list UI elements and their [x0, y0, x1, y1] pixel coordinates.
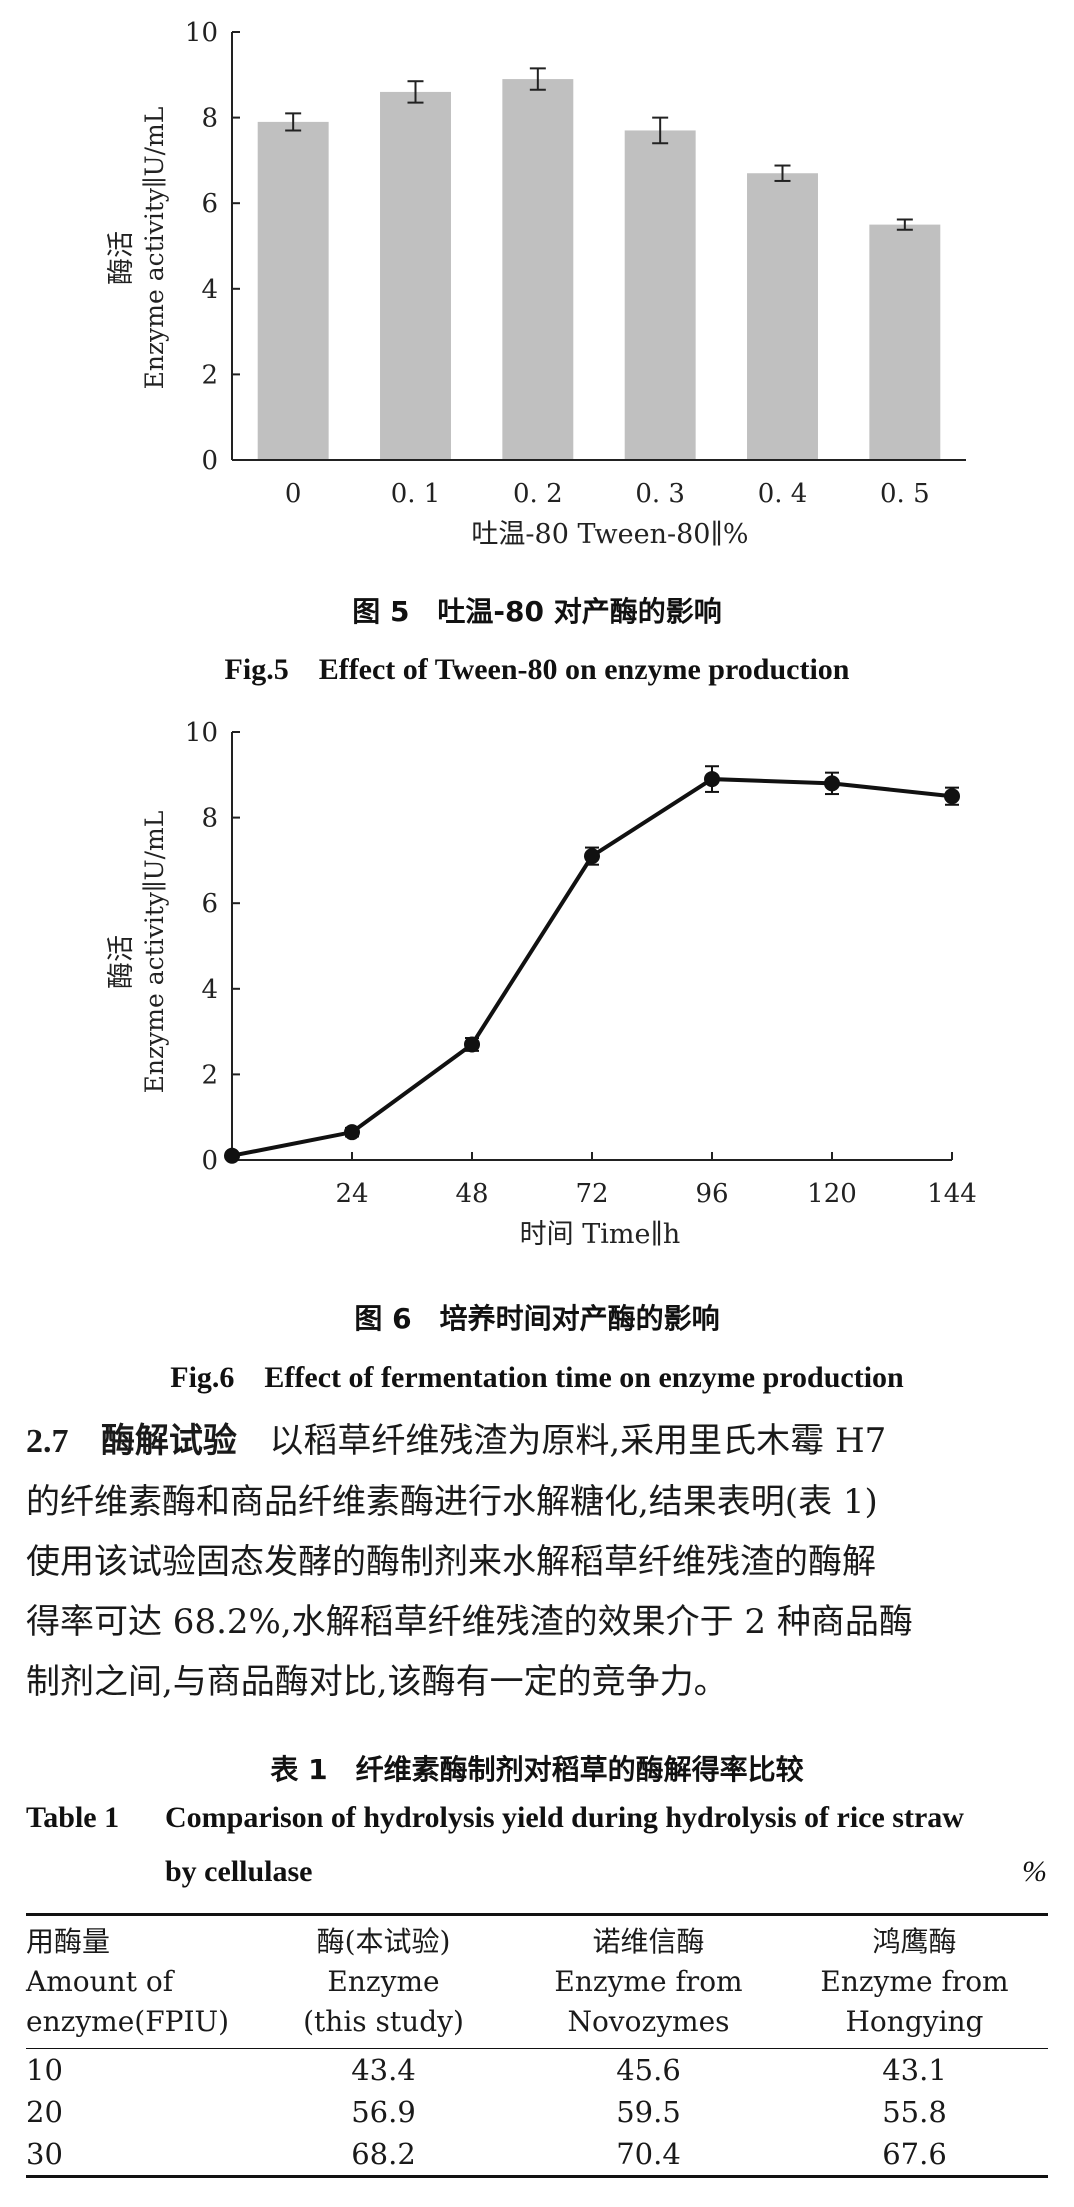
figure6-caption-en: Fig.6 Effect of fermentation time on enz… [170, 1361, 904, 1394]
x-tick-label: 0. 3 [635, 479, 685, 509]
table-header-en: Hongying [845, 2005, 984, 2038]
figure5-ylabel-cn: 酶活 [106, 231, 137, 285]
section-text-line: 使用该试验固态发酵的酶制剂来水解稻草纤维残渣的酶解 [26, 1542, 876, 1582]
y-tick-label: 6 [201, 889, 218, 919]
section-text-line: 以稻草纤维残渣为原料,采用里氏木霉 H7 [269, 1421, 887, 1461]
figure6-xlabel: 时间 Time∥h [520, 1219, 681, 1250]
table1: 用酶量 Amount of enzyme(FPIU) 酶(本试验) Enzyme… [26, 1913, 1048, 2178]
x-tick-label: 24 [335, 1179, 368, 1209]
bar [869, 224, 941, 460]
x-tick-label: 120 [807, 1179, 857, 1209]
data-point [584, 848, 600, 865]
table-row: 20 56.9 59.5 55.8 [26, 2091, 1048, 2133]
series-line [231, 777, 953, 1158]
data-point [464, 1036, 480, 1053]
figure5-caption-cn: 图 5 吐温-80 对产酶的影响 [352, 595, 722, 628]
table-header-en: Enzyme [327, 1965, 440, 1998]
table-header-cn: 诺维信酶 [592, 1925, 705, 1958]
table-header-cn: 用酶量 [26, 1925, 111, 1958]
table-cell: 56.9 [351, 2095, 416, 2129]
table-cell: 67.6 [882, 2137, 947, 2171]
figure6-ylabel-cn: 酶活 [106, 935, 137, 989]
table-header-cell: 用酶量 Amount of enzyme(FPIU) [26, 1915, 251, 2049]
table-cell: 10 [26, 2053, 63, 2087]
data-point [344, 1124, 360, 1141]
y-tick-label: 4 [201, 275, 218, 305]
y-tick-label: 2 [201, 360, 218, 390]
section-text-line: 得率可达 68.2%,水解稻草纤维残渣的效果介于 2 种商品酶 [26, 1602, 913, 1642]
table-cell: 59.5 [616, 2095, 681, 2129]
table1-caption-en: Table 1 [26, 1801, 119, 1835]
table-header-en: enzyme(FPIU) [26, 2005, 230, 2038]
x-tick-label: 0 [285, 479, 302, 509]
table-header-cell: 鸿鹰酶 Enzyme from Hongying [781, 1915, 1048, 2049]
bar [257, 121, 329, 460]
table-header-en: Enzyme from [820, 1965, 1009, 1998]
table-row: 30 68.2 70.4 67.6 [26, 2133, 1048, 2177]
bar [747, 173, 818, 461]
y-tick-label: 4 [201, 975, 218, 1005]
y-tick-label: 2 [201, 1060, 218, 1090]
table-header-cn: 鸿鹰酶 [872, 1925, 957, 1958]
data-point [224, 1147, 240, 1164]
y-tick-label: 10 [185, 718, 218, 748]
x-tick-label: 0. 4 [758, 479, 808, 509]
section-title: 酶解试验 [100, 1421, 237, 1461]
figure5-ylabel-en: Enzyme activity∥U/mL [140, 107, 169, 390]
x-tick-label: 144 [927, 1179, 977, 1209]
y-tick-label: 10 [185, 18, 218, 48]
figure5-xlabel: 吐温-80 Tween-80∥% [471, 519, 748, 550]
x-tick-label: 48 [455, 1179, 488, 1209]
table-header-en: (this study) [303, 2005, 464, 2038]
bar [624, 130, 696, 460]
table1-unit: % [1022, 1855, 1047, 1888]
table1-caption-line2: by cellulase [165, 1855, 313, 1888]
table-header-cell: 酶(本试验) Enzyme (this study) [251, 1915, 516, 2049]
table-header-en: Amount of [26, 1965, 174, 1998]
table-header-en: Enzyme from [554, 1965, 743, 1998]
x-tick-label: 0. 5 [880, 479, 930, 509]
table-cell: 43.1 [882, 2053, 947, 2087]
table-cell: 68.2 [351, 2137, 416, 2171]
table-header-row: 用酶量 Amount of enzyme(FPIU) 酶(本试验) Enzyme… [26, 1915, 1048, 2049]
figure5-chart: 0 2 4 6 8 10 0 0. 1 0. 2 0. 3 0. 4 0. 5 酶活 Enzyme a… [106, 18, 966, 550]
table1-caption-cn: 表 1 纤维素酶制剂对稻草的酶解得率比较 [270, 1753, 804, 1786]
x-tick-label: 72 [575, 1179, 608, 1209]
bar [502, 79, 574, 460]
y-tick-label: 8 [201, 104, 218, 134]
x-tick-label: 96 [695, 1179, 728, 1209]
x-tick-label: 0. 2 [513, 479, 563, 509]
bar [380, 91, 451, 461]
y-tick-label: 0 [201, 1146, 218, 1176]
section-line-1: 2.7 酶解试验 以稻草纤维残渣为原料,采用里氏木霉 H7 [26, 1411, 1052, 1472]
figure6-ylabel-en: Enzyme activity∥U/mL [140, 811, 169, 1094]
data-point [944, 788, 960, 805]
section-text-line: 的纤维素酶和商品纤维素酶进行水解糖化,结果表明(表 1) [26, 1482, 878, 1522]
figure6-caption-cn: 图 6 培养时间对产酶的影响 [354, 1302, 720, 1335]
section-text-line: 制剂之间,与商品酶对比,该酶有一定的竞争力。 [26, 1662, 728, 1702]
y-tick-label: 0 [201, 446, 218, 476]
x-tick-label: 0. 1 [391, 479, 441, 509]
table-cell: 43.4 [351, 2053, 416, 2087]
table-header-en: Novozymes [567, 2005, 730, 2038]
data-point [704, 771, 720, 788]
table-cell: 20 [26, 2095, 63, 2129]
figure5-caption-en: Fig.5 Effect of Tween-80 on enzyme produ… [224, 653, 850, 686]
table1-caption-line1: Comparison of hydrolysis yield during hy… [165, 1801, 964, 1834]
table-row: 10 43.4 45.6 43.1 [26, 2049, 1048, 2092]
y-tick-label: 8 [201, 804, 218, 834]
table1-caption-label: Table 1 [26, 1801, 120, 1834]
y-tick-label: 6 [201, 189, 218, 219]
data-point [824, 775, 840, 792]
table-cell: 70.4 [616, 2137, 681, 2171]
table-header-cn: 酶(本试验) [316, 1925, 451, 1958]
table-cell: 55.8 [882, 2095, 947, 2129]
table-cell: 45.6 [616, 2053, 681, 2087]
table-cell: 30 [26, 2137, 63, 2171]
table-header-cell: 诺维信酶 Enzyme from Novozymes [516, 1915, 781, 2049]
section-2-7: 2.7 酶解试验 以稻草纤维残渣为原料,采用里氏木霉 H7 的纤维素酶和商品纤维… [26, 1411, 1052, 1712]
section-number: 2.7 [26, 1423, 69, 1460]
